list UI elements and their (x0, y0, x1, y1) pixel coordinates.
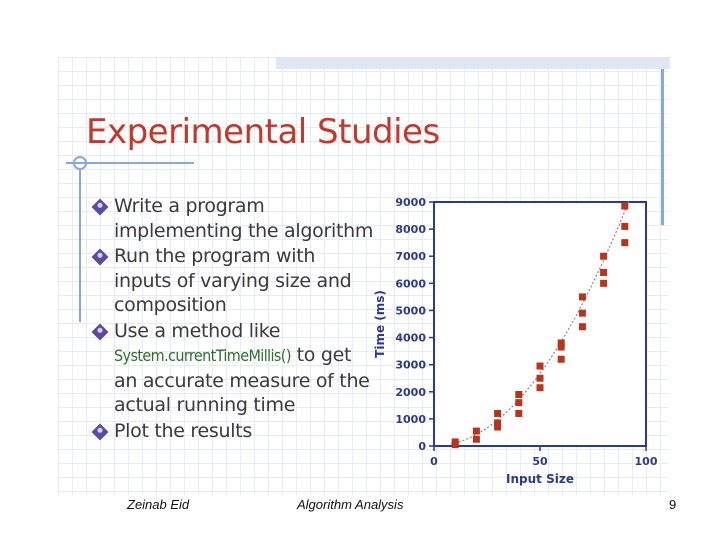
data-point (578, 309, 586, 317)
scatter-chart: 0 1000 2000 3000 4000 5000 6000 7000 8000 9000 0 50… (373, 196, 658, 486)
bullet-list: Write a program implementing the algorit… (91, 194, 377, 444)
data-point (536, 362, 544, 370)
bullet-item: Plot the results (91, 419, 377, 444)
y-tick-label: 4000 (395, 332, 426, 345)
bullet-text: Use a method like System.currentTimeMilli… (114, 319, 377, 418)
data-point (557, 343, 565, 351)
title-ring-ornament (73, 156, 87, 170)
bullet-text-pre: Use a method like (114, 319, 281, 342)
y-tick-label: 3000 (395, 359, 426, 372)
x-axis-label: Input Size (506, 472, 574, 486)
data-point (600, 252, 608, 260)
data-point (494, 409, 502, 417)
footer-author: Zeinab Eid (127, 497, 190, 512)
code-snippet: System.currentTimeMillis() (114, 346, 291, 365)
data-point (515, 409, 523, 417)
diamond-bullet-icon (91, 248, 109, 266)
y-tick-label: 5000 (395, 304, 426, 317)
y-tick-label: 8000 (395, 223, 426, 236)
diamond-bullet-icon (91, 198, 109, 216)
left-accent-rule (79, 170, 81, 322)
bullet-item: Run the program with inputs of varying s… (91, 244, 377, 318)
y-tick-label: 7000 (395, 250, 426, 263)
data-point (515, 390, 523, 398)
diamond-bullet-icon (91, 423, 109, 440)
data-point (578, 323, 586, 331)
y-tick-label: 2000 (395, 386, 426, 399)
top-accent-band (276, 57, 670, 69)
footer-course-title: Algorithm Analysis (297, 497, 404, 512)
data-point (621, 222, 629, 230)
bullet-text-post: to get an accurate measure of the actual… (114, 344, 370, 416)
diamond-bullet-icon (91, 323, 109, 340)
bullet-text: Write a program implementing the algorit… (114, 195, 374, 242)
data-point (494, 423, 502, 431)
bullet-item: Use a method like System.currentTimeMilli… (91, 319, 377, 418)
x-tick-label: 100 (635, 455, 658, 468)
trend-curve (450, 200, 630, 445)
data-point (600, 268, 608, 276)
plot-frame (433, 201, 647, 447)
y-tick-label: 1000 (395, 413, 426, 426)
y-tick-label: 0 (418, 440, 426, 453)
title-underline (66, 162, 194, 164)
data-point (536, 384, 544, 392)
data-point (578, 293, 586, 301)
data-point (536, 374, 544, 382)
y-tick-label: 9000 (395, 196, 426, 209)
data-point (621, 202, 629, 210)
data-point (621, 239, 629, 247)
slide-title: Experimental Studies (86, 112, 440, 152)
right-accent-rule (661, 69, 664, 225)
bullet-text: Plot the results (114, 419, 252, 442)
bullet-item: Write a program implementing the algorit… (91, 194, 377, 243)
data-point (557, 355, 565, 363)
x-tick-label: 0 (430, 455, 438, 468)
data-point (472, 427, 480, 435)
data-point (600, 279, 608, 287)
bullet-text: Run the program with inputs of varying s… (114, 245, 352, 316)
x-tick-label: 50 (532, 455, 548, 468)
footer-page-number: 9 (669, 497, 677, 512)
data-point (472, 435, 480, 443)
data-point (557, 339, 565, 347)
data-point (515, 399, 523, 407)
data-point (494, 419, 502, 427)
y-tick-label: 6000 (395, 277, 426, 290)
data-point (451, 438, 459, 446)
y-axis-label: Time (ms) (373, 290, 387, 358)
